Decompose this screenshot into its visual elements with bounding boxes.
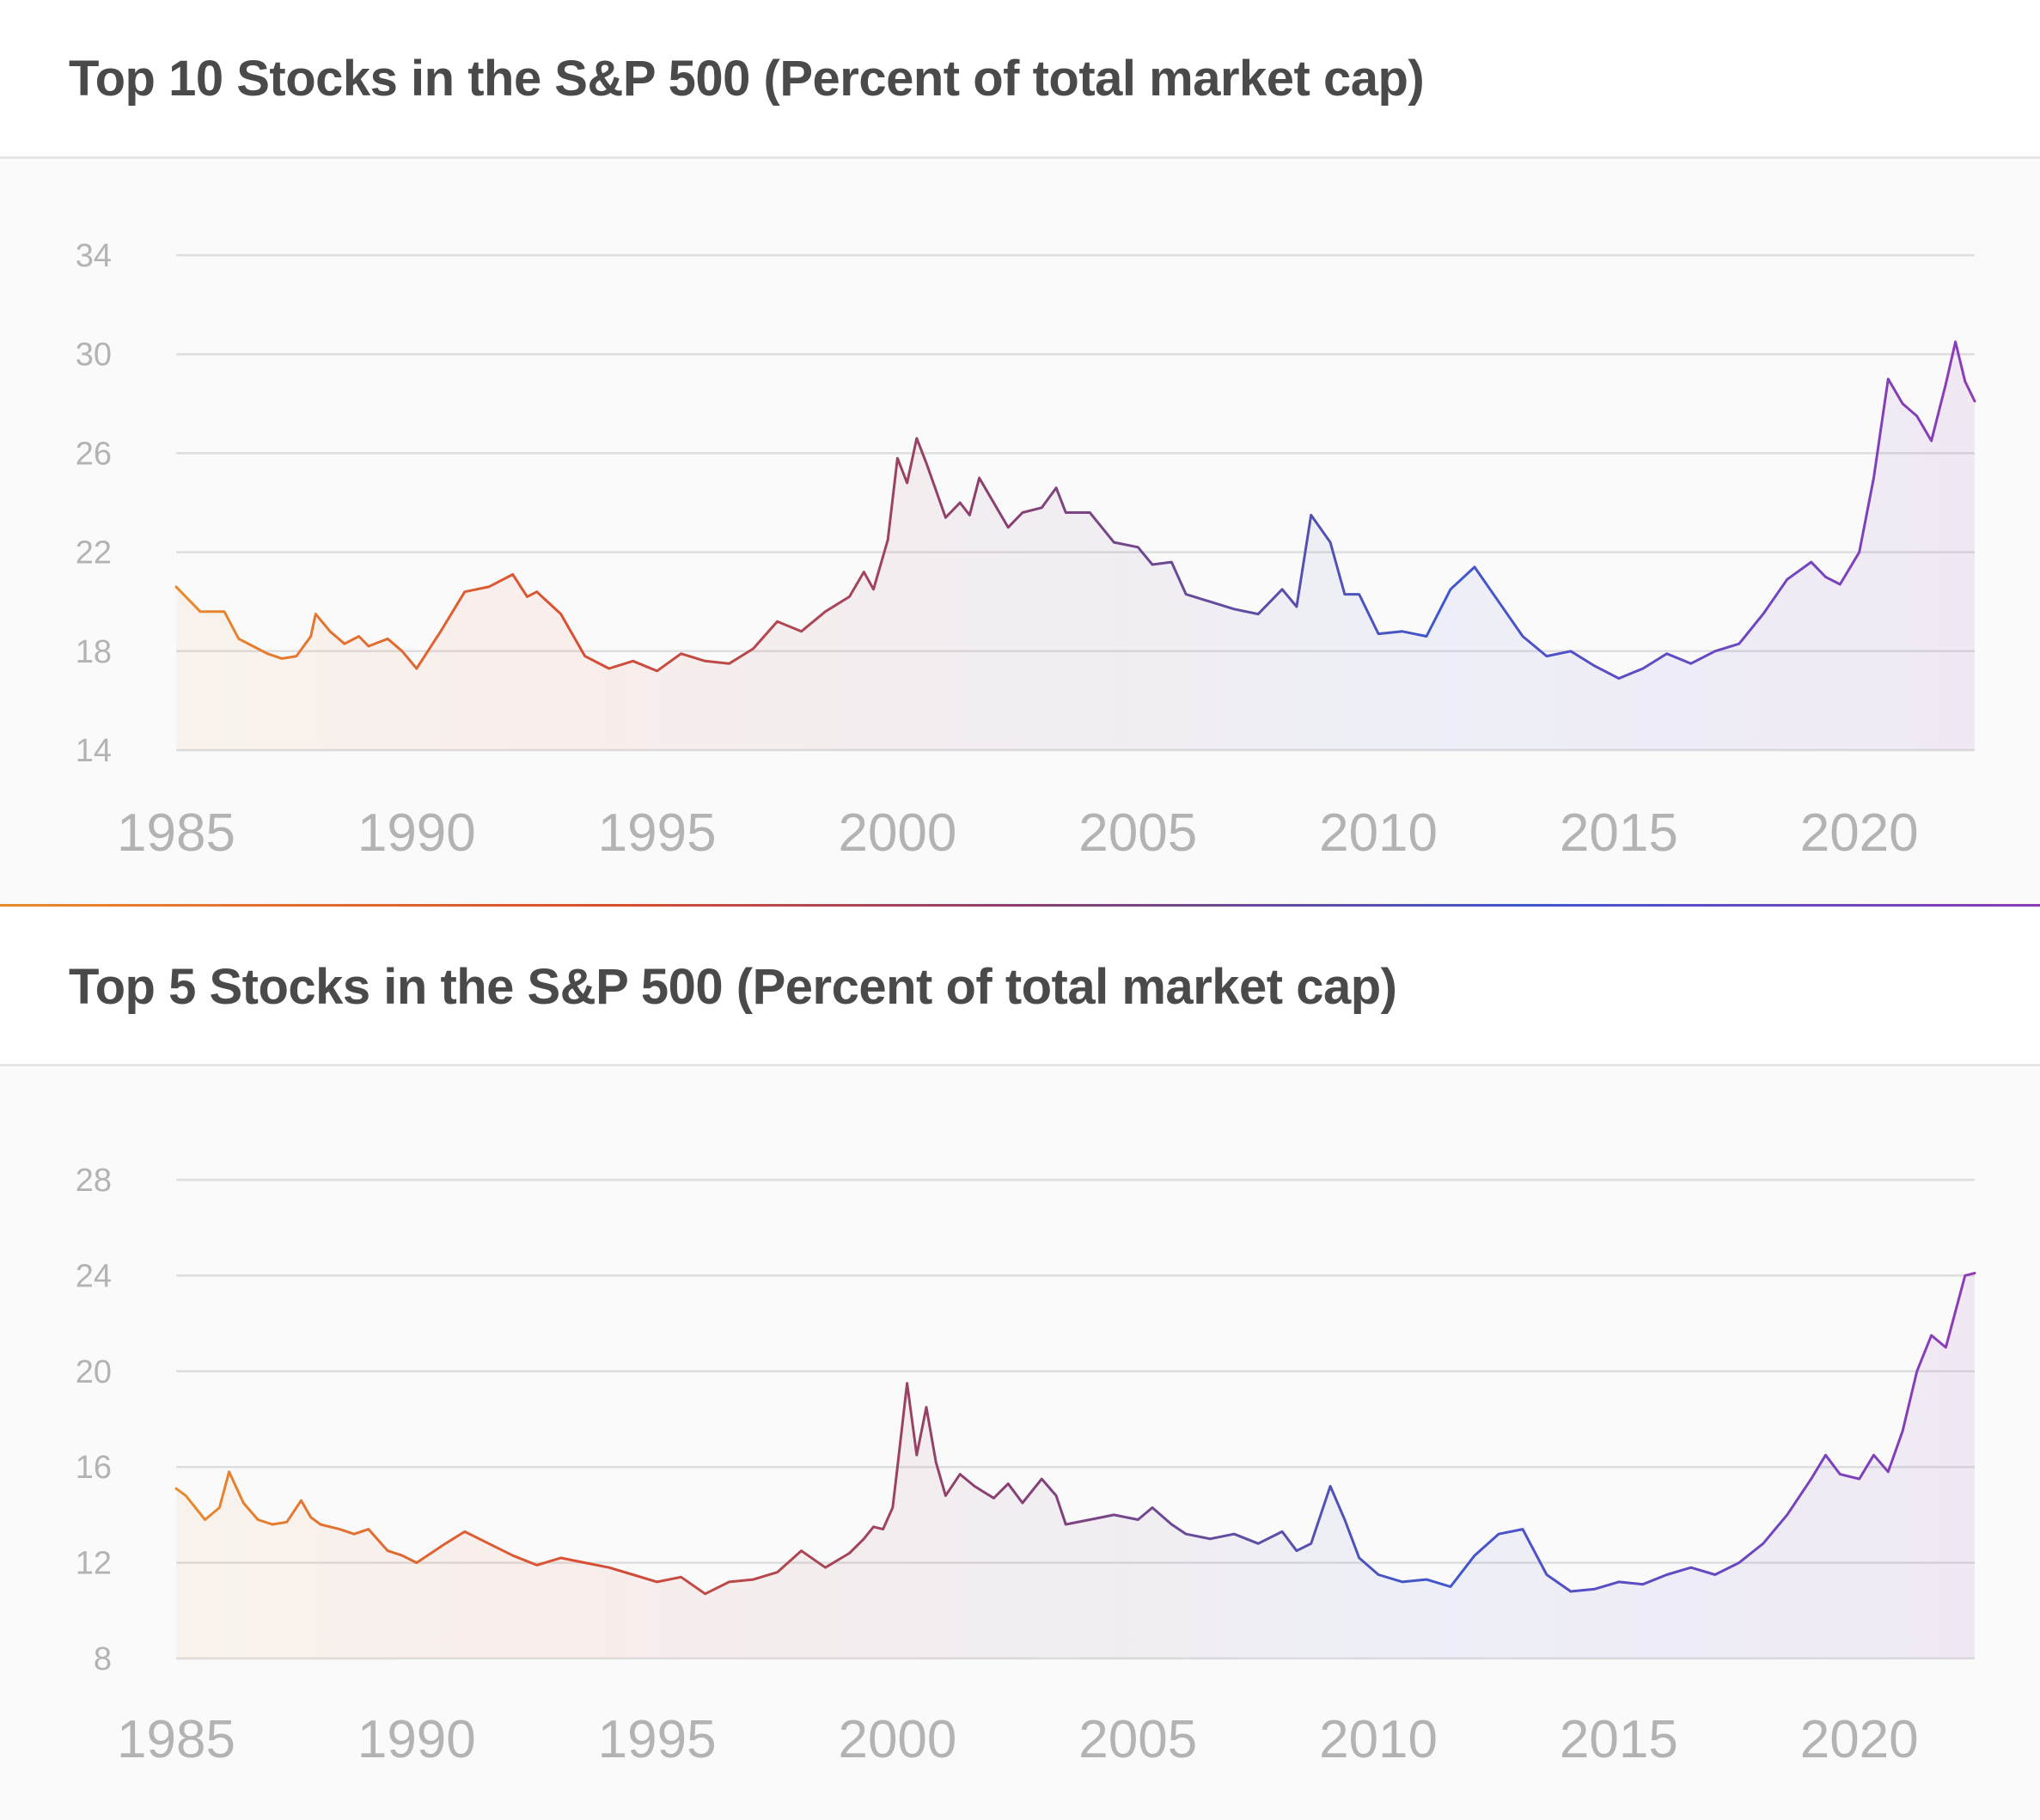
x-tick-label: 1990 <box>357 1710 476 1769</box>
x-tick-label: 1985 <box>117 803 235 863</box>
y-tick-label: 28 <box>76 1163 112 1199</box>
chart-title-top10: Top 10 Stocks in the S&P 500 (Percent of… <box>69 51 1425 107</box>
y-tick-label: 22 <box>76 535 112 571</box>
x-tick-label: 2000 <box>838 803 956 863</box>
series-area-top5 <box>176 1273 1975 1658</box>
chart-panel-top10: Top 10 Stocks in the S&P 500 (Percent of… <box>0 0 2040 907</box>
series-line-top10 <box>174 340 1976 680</box>
x-tick-label: 2010 <box>1319 1710 1438 1769</box>
x-tick-label: 2010 <box>1319 803 1438 863</box>
chart-top10: 14 18 22 26 30 34 1985 1990 1995 2000 2005 2010 2015… <box>76 238 1976 863</box>
plot-area-top5 <box>0 1064 2040 1820</box>
x-tick-label: 2020 <box>1800 803 1919 863</box>
x-tick-label: 2005 <box>1078 803 1197 863</box>
y-tick-label: 14 <box>76 733 112 769</box>
x-tick-label: 2005 <box>1078 1710 1197 1769</box>
series-area-top10 <box>176 341 1975 750</box>
y-tick-label: 26 <box>76 436 112 472</box>
x-tick-label: 2020 <box>1800 1710 1919 1769</box>
x-tick-label: 1990 <box>357 803 476 863</box>
x-tick-label: 2015 <box>1560 803 1678 863</box>
chart-top5: 8 12 16 20 24 28 1985 1990 1995 2000 2005 2010 2015 2… <box>76 1163 1976 1769</box>
x-tick-label: 2015 <box>1560 1710 1678 1769</box>
x-tick-label: 1995 <box>598 803 717 863</box>
y-tick-label: 8 <box>94 1641 112 1677</box>
y-tick-label: 12 <box>76 1546 112 1582</box>
y-tick-label: 16 <box>76 1450 112 1486</box>
y-tick-label: 20 <box>76 1354 112 1390</box>
x-tick-label: 1985 <box>117 1710 235 1769</box>
section-divider <box>0 904 2040 907</box>
x-tick-label: 1995 <box>598 1710 717 1769</box>
y-tick-label: 18 <box>76 634 112 670</box>
y-tick-label: 24 <box>76 1258 112 1294</box>
x-tick-label: 2000 <box>838 1710 956 1769</box>
y-tick-label: 34 <box>76 238 112 274</box>
chart-title-top5: Top 5 Stocks in the S&P 500 (Percent of … <box>69 959 1397 1015</box>
chart-panel-top5: Top 5 Stocks in the S&P 500 (Percent of … <box>0 907 2040 1820</box>
y-tick-label: 30 <box>76 337 112 373</box>
series-line-top5 <box>174 1272 1976 1596</box>
